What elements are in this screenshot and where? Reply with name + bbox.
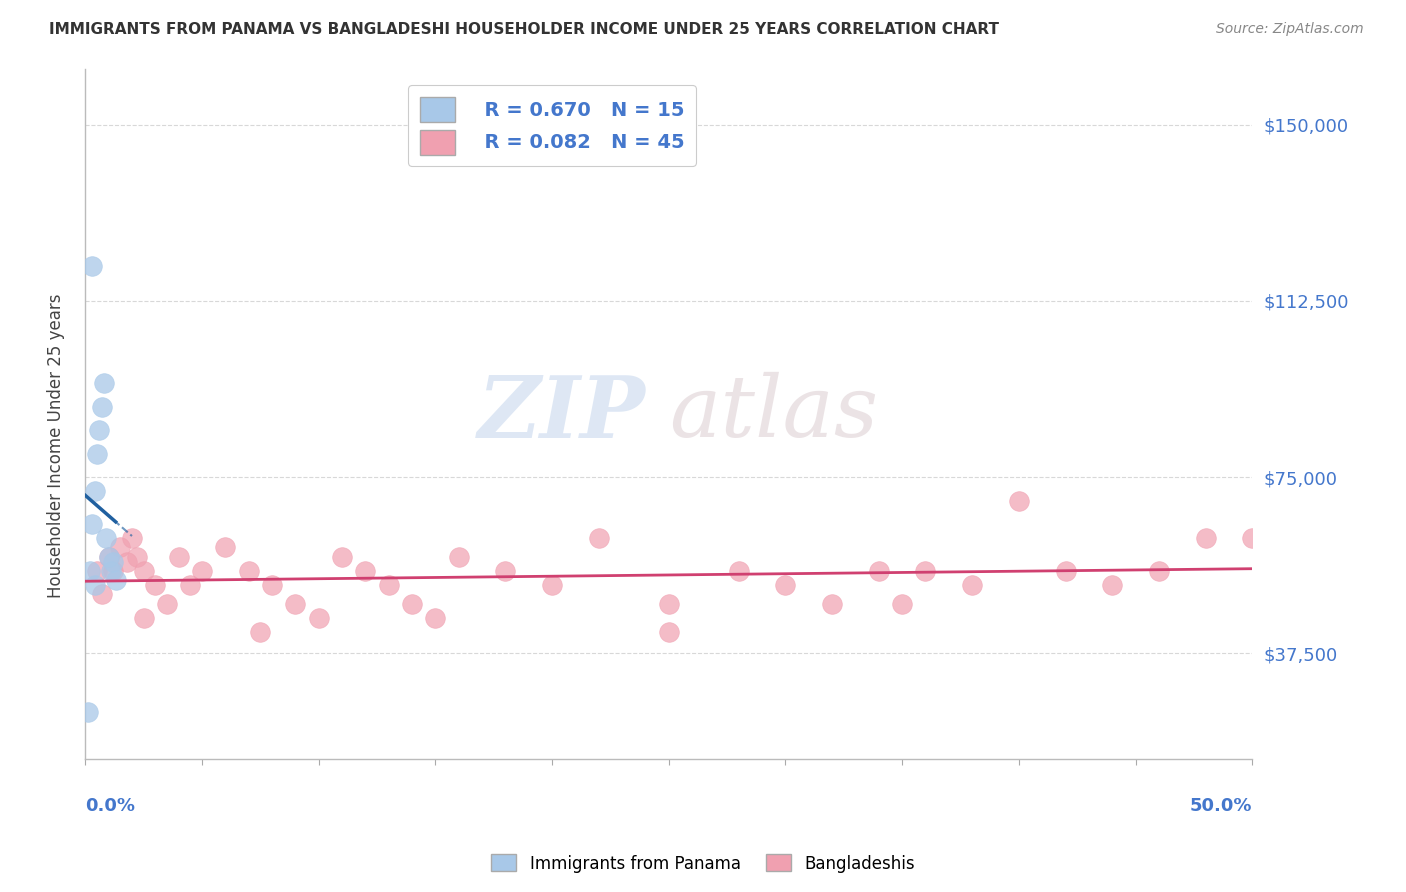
Point: [156, 597, 179, 611]
Point: [891, 597, 914, 611]
Point: [104, 574, 127, 588]
Point: [82, 516, 104, 531]
Text: Source: ZipAtlas.com: Source: ZipAtlas.com: [1216, 22, 1364, 37]
Point: [658, 597, 681, 611]
Point: [83, 578, 105, 592]
Point: [260, 578, 283, 592]
Point: [1241, 531, 1264, 545]
Point: [90, 400, 112, 414]
Point: [214, 541, 236, 555]
Legend:   R = 0.670   N = 15,   R = 0.082   N = 45: R = 0.670 N = 15, R = 0.082 N = 45: [408, 85, 696, 166]
Text: IMMIGRANTS FROM PANAMA VS BANGLADESHI HOUSEHOLDER INCOME UNDER 25 YEARS CORRELAT: IMMIGRANTS FROM PANAMA VS BANGLADESHI HO…: [49, 22, 1000, 37]
Point: [86, 446, 108, 460]
Point: [82, 259, 104, 273]
Point: [103, 564, 125, 578]
Point: [821, 597, 844, 611]
Point: [914, 564, 936, 578]
Point: [86, 564, 108, 578]
Point: [377, 578, 399, 592]
Point: [425, 611, 447, 625]
Point: [727, 564, 749, 578]
Point: [93, 376, 115, 391]
Point: [1054, 564, 1077, 578]
Point: [238, 564, 260, 578]
Point: [330, 549, 353, 564]
Point: [97, 549, 120, 564]
Point: [541, 578, 564, 592]
Point: [494, 564, 516, 578]
Point: [143, 578, 166, 592]
Point: [167, 549, 190, 564]
Point: [1147, 564, 1170, 578]
Point: [132, 564, 155, 578]
Text: atlas: atlas: [669, 372, 877, 455]
Point: [775, 578, 797, 592]
Point: [1008, 493, 1031, 508]
Point: [868, 564, 890, 578]
Point: [121, 531, 143, 545]
Point: [447, 549, 470, 564]
Point: [103, 555, 125, 569]
Point: [354, 564, 377, 578]
Point: [1101, 578, 1123, 592]
Point: [83, 484, 105, 499]
Text: 50.0%: 50.0%: [1189, 797, 1253, 814]
Point: [125, 549, 148, 564]
Point: [179, 578, 201, 592]
Point: [658, 625, 681, 640]
Point: [100, 564, 122, 578]
Point: [284, 597, 307, 611]
Text: ZIP: ZIP: [478, 372, 645, 456]
Point: [96, 531, 118, 545]
Point: [960, 578, 983, 592]
Point: [117, 555, 139, 569]
Point: [79, 564, 101, 578]
Point: [191, 564, 214, 578]
Point: [588, 531, 610, 545]
Point: [249, 625, 271, 640]
Point: [308, 611, 330, 625]
Point: [89, 423, 111, 437]
Point: [90, 587, 112, 601]
Point: [401, 597, 423, 611]
Point: [1194, 531, 1216, 545]
Text: Householder Income Under 25 years: Householder Income Under 25 years: [48, 293, 65, 599]
Point: [97, 549, 120, 564]
Legend: Immigrants from Panama, Bangladeshis: Immigrants from Panama, Bangladeshis: [485, 847, 921, 880]
Point: [76, 705, 98, 719]
Text: 0.0%: 0.0%: [86, 797, 135, 814]
Point: [110, 541, 132, 555]
Point: [132, 611, 155, 625]
